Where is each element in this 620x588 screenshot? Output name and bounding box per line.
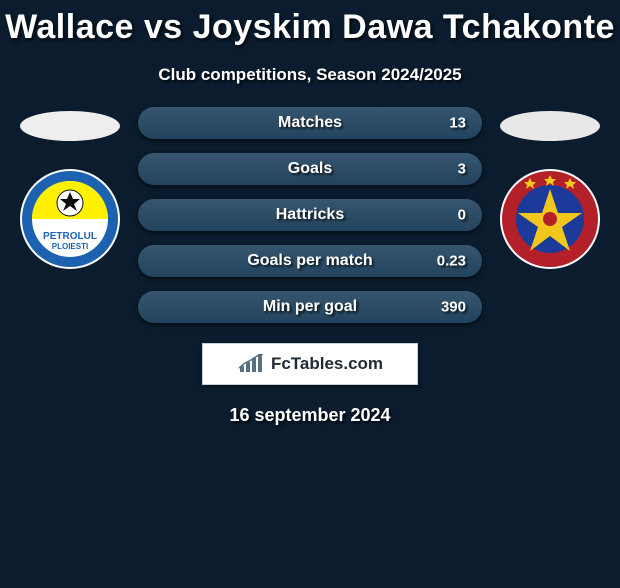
source-logo[interactable]: FcTables.com xyxy=(202,343,418,385)
stat-label: Hattricks xyxy=(276,206,344,224)
right-club-badge xyxy=(500,169,600,269)
left-player-ellipse xyxy=(20,111,120,141)
stat-value: 3 xyxy=(458,161,466,178)
stat-label: Goals xyxy=(288,160,332,178)
stat-bar: Goals 3 xyxy=(138,153,482,185)
stat-bars: Matches 13 Goals 3 Hattricks 0 Goals per… xyxy=(138,107,482,323)
subtitle: Club competitions, Season 2024/2025 xyxy=(0,65,620,85)
comparison-panel: PETROLUL PLOIESTI Matches 13 Goals 3 Hat… xyxy=(0,107,620,323)
left-club-badge-svg: PETROLUL PLOIESTI xyxy=(20,169,120,269)
date-text: 16 september 2024 xyxy=(0,405,620,426)
stat-value: 0 xyxy=(458,207,466,224)
source-logo-text: FcTables.com xyxy=(271,354,383,374)
stat-bar: Matches 13 xyxy=(138,107,482,139)
svg-text:PLOIESTI: PLOIESTI xyxy=(52,242,88,251)
stat-label: Goals per match xyxy=(247,252,372,270)
left-club-badge: PETROLUL PLOIESTI xyxy=(20,169,120,269)
stat-value: 390 xyxy=(441,299,466,316)
stat-bar: Min per goal 390 xyxy=(138,291,482,323)
right-player-ellipse xyxy=(500,111,600,141)
chart-icon xyxy=(237,354,265,374)
stat-label: Matches xyxy=(278,114,342,132)
stat-bar: Hattricks 0 xyxy=(138,199,482,231)
stat-bar: Goals per match 0.23 xyxy=(138,245,482,277)
right-player-column xyxy=(500,107,600,269)
right-club-badge-svg xyxy=(500,169,600,269)
svg-text:PETROLUL: PETROLUL xyxy=(43,231,97,242)
left-player-column: PETROLUL PLOIESTI xyxy=(20,107,120,269)
stat-value: 0.23 xyxy=(437,253,466,270)
page-title: Wallace vs Joyskim Dawa Tchakonte xyxy=(0,8,620,47)
stat-value: 13 xyxy=(449,115,466,132)
stat-label: Min per goal xyxy=(263,298,357,316)
